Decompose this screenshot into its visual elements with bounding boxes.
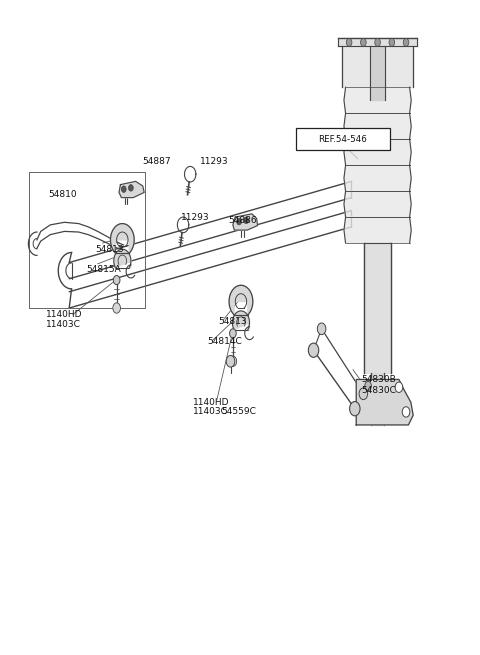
Circle shape [121,186,126,193]
Text: 54559C: 54559C [221,407,256,417]
Polygon shape [344,87,411,113]
Polygon shape [232,311,250,329]
Polygon shape [344,191,411,217]
Circle shape [226,356,235,367]
Circle shape [402,407,410,417]
Text: 54887: 54887 [143,157,171,166]
Text: 1140HD: 1140HD [192,398,229,407]
Circle shape [129,185,133,191]
Circle shape [113,303,120,313]
Polygon shape [371,47,384,100]
Polygon shape [344,165,411,191]
Polygon shape [344,217,411,243]
Polygon shape [344,113,411,139]
Circle shape [365,381,372,390]
Circle shape [403,39,409,47]
Polygon shape [233,214,258,230]
Circle shape [317,323,326,335]
Circle shape [229,329,236,338]
Circle shape [308,343,319,358]
Polygon shape [342,47,413,87]
Text: 11403C: 11403C [46,320,80,329]
Polygon shape [338,39,417,47]
Polygon shape [372,373,384,425]
Circle shape [359,388,368,400]
Text: 54830C: 54830C [361,386,396,395]
Circle shape [375,39,381,47]
Polygon shape [344,139,411,165]
Circle shape [349,402,360,416]
Polygon shape [110,223,134,253]
Polygon shape [114,250,131,268]
Polygon shape [356,379,413,425]
Polygon shape [229,286,253,314]
Text: 54810: 54810 [48,190,76,199]
Circle shape [244,217,249,223]
Circle shape [229,356,237,366]
Polygon shape [119,181,144,198]
Circle shape [389,39,395,47]
Text: 54815A: 54815A [86,265,120,274]
Text: 54813: 54813 [96,245,124,254]
Circle shape [113,276,120,285]
Text: 11403C: 11403C [192,407,228,417]
Text: 1140HD: 1140HD [46,310,82,319]
Circle shape [395,382,403,392]
Text: 54813: 54813 [219,316,247,326]
Text: REF.54-546: REF.54-546 [319,135,367,143]
Polygon shape [364,243,391,373]
Text: 54886: 54886 [228,216,257,225]
Circle shape [346,39,352,47]
Circle shape [237,218,241,225]
FancyBboxPatch shape [296,128,390,150]
Text: 54814C: 54814C [207,337,241,346]
Circle shape [360,39,366,47]
Text: 54830B: 54830B [361,375,396,384]
Text: 11293: 11293 [180,213,209,221]
Text: 11293: 11293 [200,157,228,166]
